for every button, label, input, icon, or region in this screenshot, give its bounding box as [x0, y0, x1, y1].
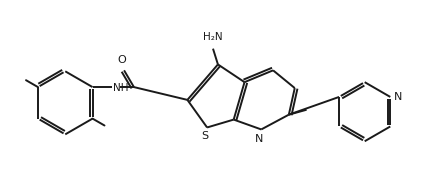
Text: NH: NH	[113, 83, 129, 93]
Text: S: S	[201, 131, 209, 141]
Text: N: N	[394, 92, 402, 102]
Text: N: N	[255, 134, 264, 144]
Text: H₂N: H₂N	[203, 32, 223, 42]
Text: O: O	[118, 56, 127, 65]
